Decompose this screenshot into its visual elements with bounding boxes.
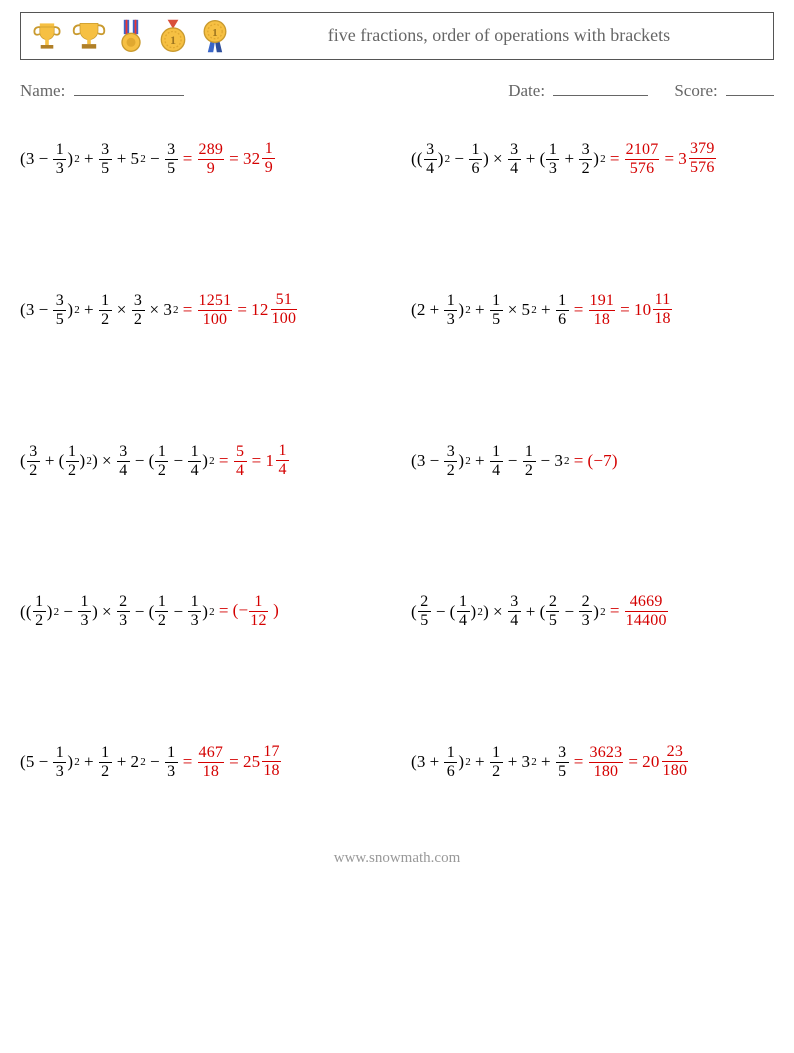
date-blank <box>553 78 648 96</box>
problem-0-left: (3−13)2+35+52−35=2899=3219 <box>20 141 385 177</box>
problems-grid: (3−13)2+35+52−35=2899=3219 ((34)2−16)×34+… <box>20 141 774 780</box>
medal-gold-1-icon: 1 <box>155 17 191 55</box>
medal-silver-1-icon: 1 <box>197 17 233 55</box>
name-label: Name: <box>20 81 65 100</box>
problem-0-right: ((34)2−16)×34+(13+32)2=2107576=3379576 <box>411 141 717 177</box>
problem-2-left: (32+(12)2)×34−(12−14)2=54=114 <box>20 443 385 479</box>
trophy-gold-cup-icon <box>71 17 107 55</box>
svg-text:1: 1 <box>212 27 217 39</box>
footer-url: www.snowmath.com <box>20 850 774 887</box>
meta-row: Name: Date: Score: <box>20 78 774 101</box>
name-blank <box>74 78 184 96</box>
problem-2-right: (3−32)2+14−12−32=(−7) <box>411 444 618 479</box>
score-label: Score: <box>674 81 717 100</box>
worksheet-header: 1 1 five fractions, order of operations … <box>20 12 774 60</box>
medal-ribbon-icon <box>113 17 149 55</box>
problem-3-left: ((12)2−13)×23−(12−13)2=(−112 ) <box>20 594 385 629</box>
problem-4-left: (5−13)2+12+22−13=46718=251718 <box>20 744 385 780</box>
trophy-gold-handles-icon <box>29 17 65 55</box>
problem-1-right: (2+13)2+15× 52+16=19118=101118 <box>411 292 673 328</box>
worksheet-title: five fractions, order of operations with… <box>233 24 765 47</box>
problem-1-left: (3−35)2+12×32×32=1251100=1251100 <box>20 292 385 328</box>
trophy-row: 1 1 <box>29 17 233 55</box>
date-label: Date: <box>508 81 545 100</box>
problem-4-right: (3+16)2+12+32+35=3623180=2023180 <box>411 744 689 780</box>
score-blank <box>726 78 774 96</box>
svg-text:1: 1 <box>170 34 176 47</box>
problem-3-right: (25−(14)2)×34+(25−23)2=466914400 <box>411 594 669 629</box>
